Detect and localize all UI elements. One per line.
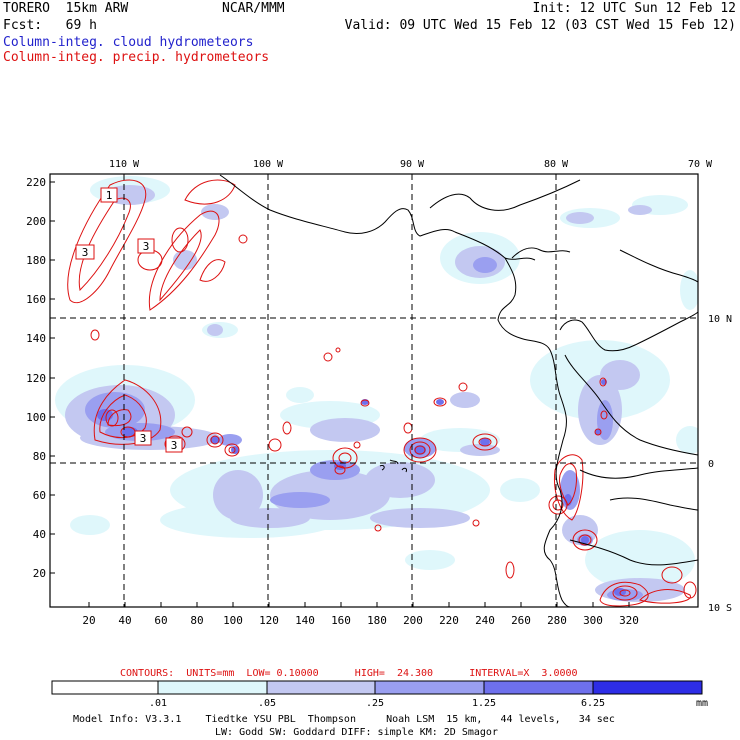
- x-tick-label: 220: [439, 614, 459, 627]
- colorbar-swatch-2: [267, 681, 375, 694]
- lon-label: 80 W: [544, 159, 569, 170]
- field-precip-label: Column-integ. precip. hydrometeors: [3, 50, 270, 65]
- lat-label: 10 S: [708, 603, 732, 614]
- colorbar-swatch-3: [375, 681, 484, 694]
- colorbar: [51, 680, 703, 695]
- y-tick-label: 140: [26, 332, 46, 345]
- x-ticks: [88, 602, 630, 607]
- y-tick-label: 160: [26, 293, 46, 306]
- lat-lon-grid: [50, 174, 698, 607]
- colorbar-label: .01: [149, 698, 167, 709]
- contour-label: 1: [106, 189, 113, 202]
- x-tick-label: 300: [583, 614, 603, 627]
- x-tick-label: 20: [82, 614, 95, 627]
- y-tick-label: 60: [33, 489, 46, 502]
- y-tick-label: 100: [26, 411, 46, 424]
- y-tick-label: 120: [26, 372, 46, 385]
- x-tick-label: 280: [547, 614, 567, 627]
- x-tick-label: 260: [511, 614, 531, 627]
- center-name: NCAR/MMM: [222, 1, 285, 16]
- x-tick-label: 200: [403, 614, 423, 627]
- lat-label: 0: [708, 459, 714, 470]
- colorbar-swatch-4: [484, 681, 593, 694]
- lon-label: 100 W: [253, 159, 284, 170]
- y-tick-label: 40: [33, 528, 46, 541]
- y-tick-label: 20: [33, 567, 46, 580]
- x-tick-label: 140: [295, 614, 315, 627]
- y-tick-label: 180: [26, 254, 46, 267]
- x-tick-label: 180: [367, 614, 387, 627]
- forecast-hour: Fcst: 69 h: [3, 18, 97, 33]
- valid-time: Valid: 09 UTC Wed 15 Feb 12 (03 CST Wed …: [344, 18, 736, 33]
- cloud-shading: [55, 176, 698, 602]
- colorbar-swatch-1: [158, 681, 267, 694]
- coastlines: [219, 174, 698, 607]
- lon-label: 70 W: [688, 159, 713, 170]
- x-tick-label: 100: [223, 614, 243, 627]
- x-tick-label: 60: [154, 614, 167, 627]
- colorbar-label: .25: [366, 698, 384, 709]
- colorbar-label: 6.25: [581, 698, 605, 709]
- x-tick-label: 120: [259, 614, 279, 627]
- colorbar-label: 1.25: [472, 698, 496, 709]
- x-tick-label: 40: [118, 614, 131, 627]
- contour-label: 3: [140, 432, 147, 445]
- map-frame: [49, 173, 699, 608]
- contour-label: 3: [171, 439, 178, 452]
- colorbar-swatch-5: [593, 681, 702, 694]
- x-tick-label: 320: [619, 614, 639, 627]
- init-time: Init: 12 UTC Sun 12 Feb 12: [532, 1, 737, 16]
- contour-label: 3: [82, 246, 89, 259]
- colorbar-label: .05: [258, 698, 276, 709]
- y-ticks: [50, 181, 55, 574]
- x-tick-label: 160: [331, 614, 351, 627]
- lat-label: 10 N: [708, 314, 732, 325]
- contour-label: 3: [143, 240, 150, 253]
- model-info: Model Info: V3.3.1 Tiedtke YSU PBL Thomp…: [73, 714, 615, 725]
- y-tick-label: 200: [26, 215, 46, 228]
- colorbar-units: mm: [696, 698, 708, 709]
- model-physics: LW: Godd SW: Goddard DIFF: simple KM: 2D…: [215, 727, 498, 738]
- y-tick-label: 220: [26, 176, 46, 189]
- field-cloud-label: Column-integ. cloud hydrometeors: [3, 35, 254, 50]
- x-tick-label: 240: [475, 614, 495, 627]
- contour-label-boxes: [75, 187, 183, 453]
- contour-info: CONTOURS: UNITS=mm LOW= 0.10000 HIGH= 24…: [120, 668, 578, 679]
- lon-label: 90 W: [400, 159, 425, 170]
- colorbar-swatch-0: [52, 681, 158, 694]
- x-tick-label: 80: [190, 614, 203, 627]
- lon-label: 110 W: [109, 159, 140, 170]
- y-tick-label: 80: [33, 450, 46, 463]
- model-name: TORERO 15km ARW: [3, 1, 129, 16]
